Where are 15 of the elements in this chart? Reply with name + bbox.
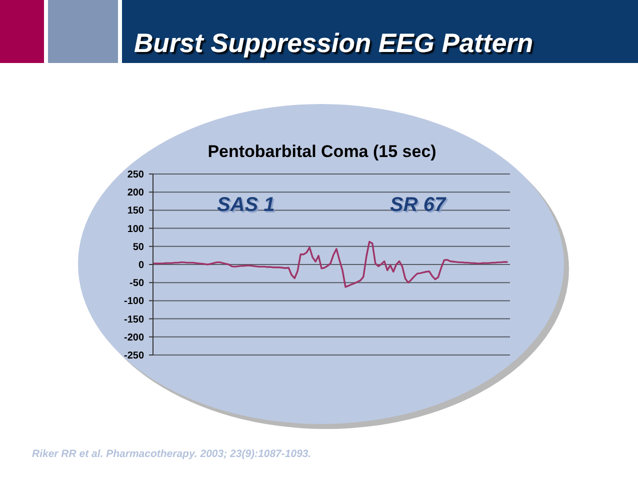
y-tick-label: -200 [124, 332, 144, 344]
y-tick-label: -50 [130, 278, 144, 290]
y-tick-label: 50 [132, 242, 144, 253]
y-tick-label: 250 [127, 170, 144, 180]
chart-title: Burst Suppression EEG Pattern [134, 28, 534, 58]
line-series [153, 240, 508, 288]
y-tick-label: -250 [124, 350, 144, 362]
y-tick-label: 150 [127, 206, 144, 217]
text: Riker RR et al. Pharmacotherapy. 2003; 23(9):1087-1093. [32, 448, 312, 460]
chart-subtitle: Pentobarbital Coma (15 sec) [208, 142, 436, 161]
y-tick-label: 0 [138, 260, 144, 271]
y-tick-label: -150 [124, 314, 144, 326]
y-tick-label: 200 [127, 188, 144, 199]
y-tick-label: -100 [124, 296, 144, 308]
y-tick-label: 100 [127, 224, 144, 235]
